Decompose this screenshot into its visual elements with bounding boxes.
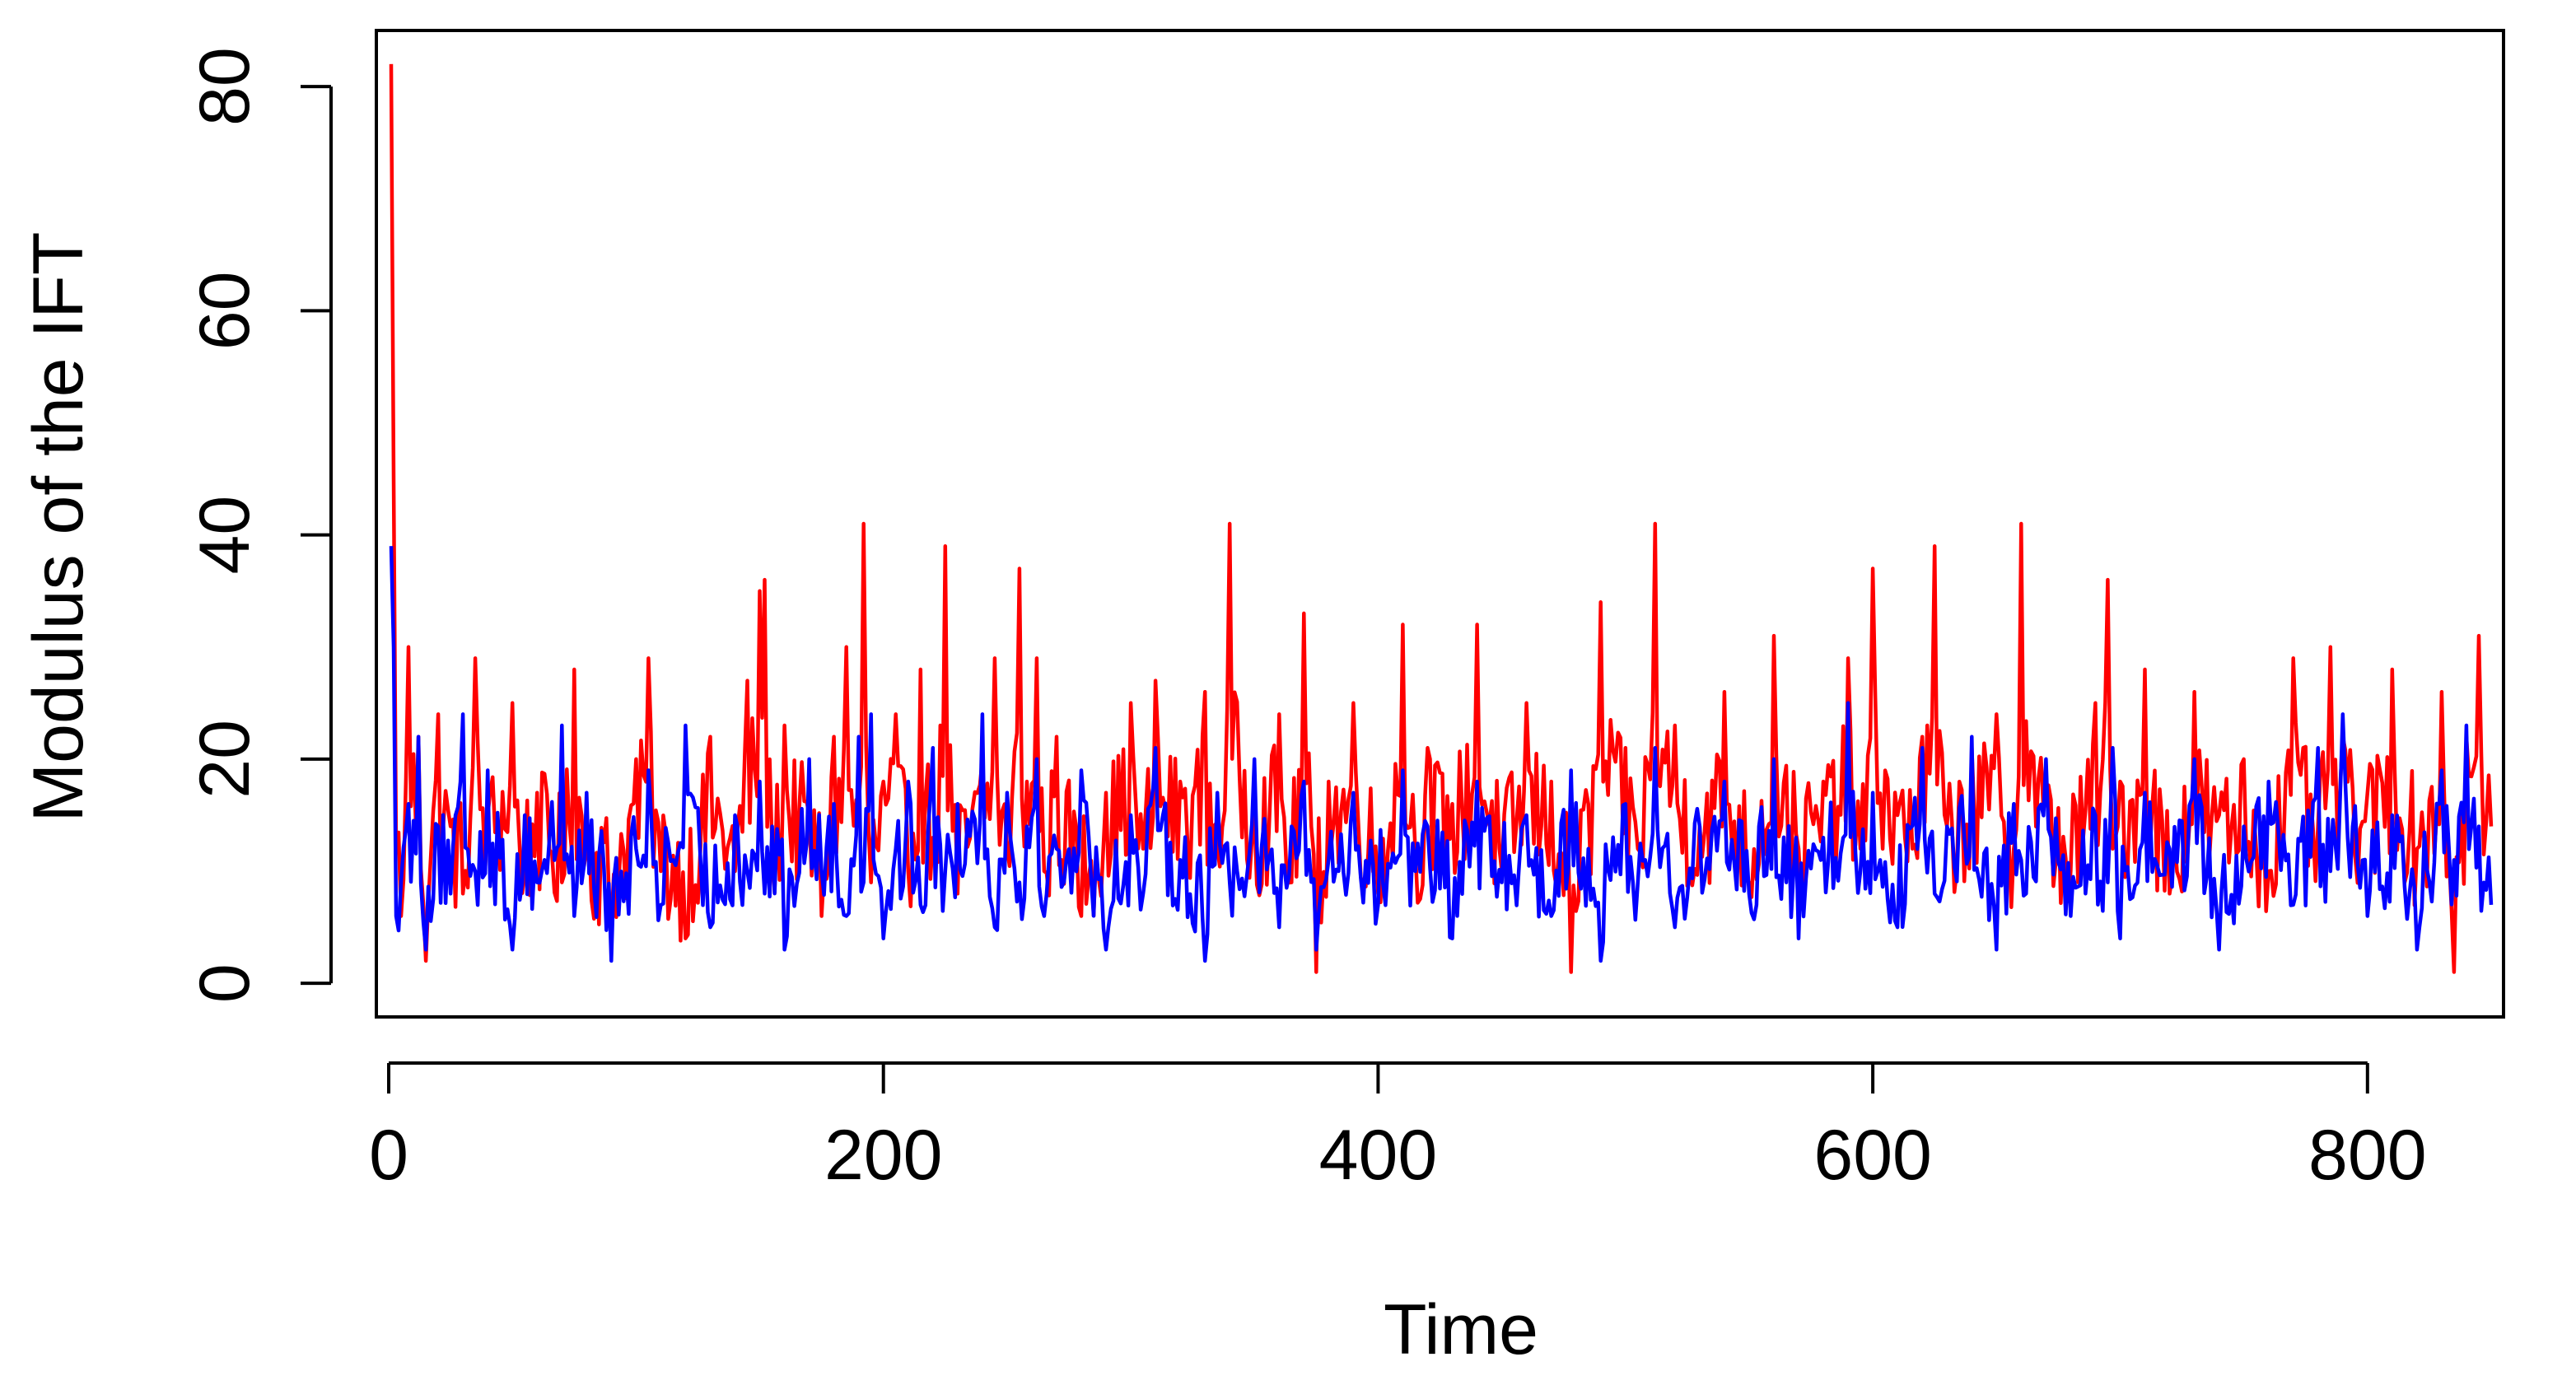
x-tick-label: 600 <box>1813 1116 1932 1195</box>
x-tick-label: 0 <box>369 1116 408 1195</box>
y-tick-label: 0 <box>185 963 264 1003</box>
x-axis: 0 200 400 600 800 <box>369 1061 2427 1195</box>
series-line-1 <box>389 63 2494 974</box>
y-tick-label: 80 <box>185 47 264 126</box>
y-tick-label: 40 <box>185 496 264 575</box>
y-axis: 0 20 40 60 80 <box>185 47 333 1003</box>
plot-frame <box>375 29 2505 1019</box>
y-axis-label: Modulus of the IFT <box>19 232 98 823</box>
series-layer <box>389 63 2494 974</box>
y-tick-label: 20 <box>185 720 264 799</box>
y-tick-label: 60 <box>185 272 264 351</box>
x-tick-label: 800 <box>2308 1116 2427 1195</box>
x-axis-label: Time <box>1384 1290 1538 1369</box>
series-line-2 <box>389 546 2494 963</box>
x-tick-label: 200 <box>824 1116 943 1195</box>
x-tick-label: 400 <box>1319 1116 1438 1195</box>
